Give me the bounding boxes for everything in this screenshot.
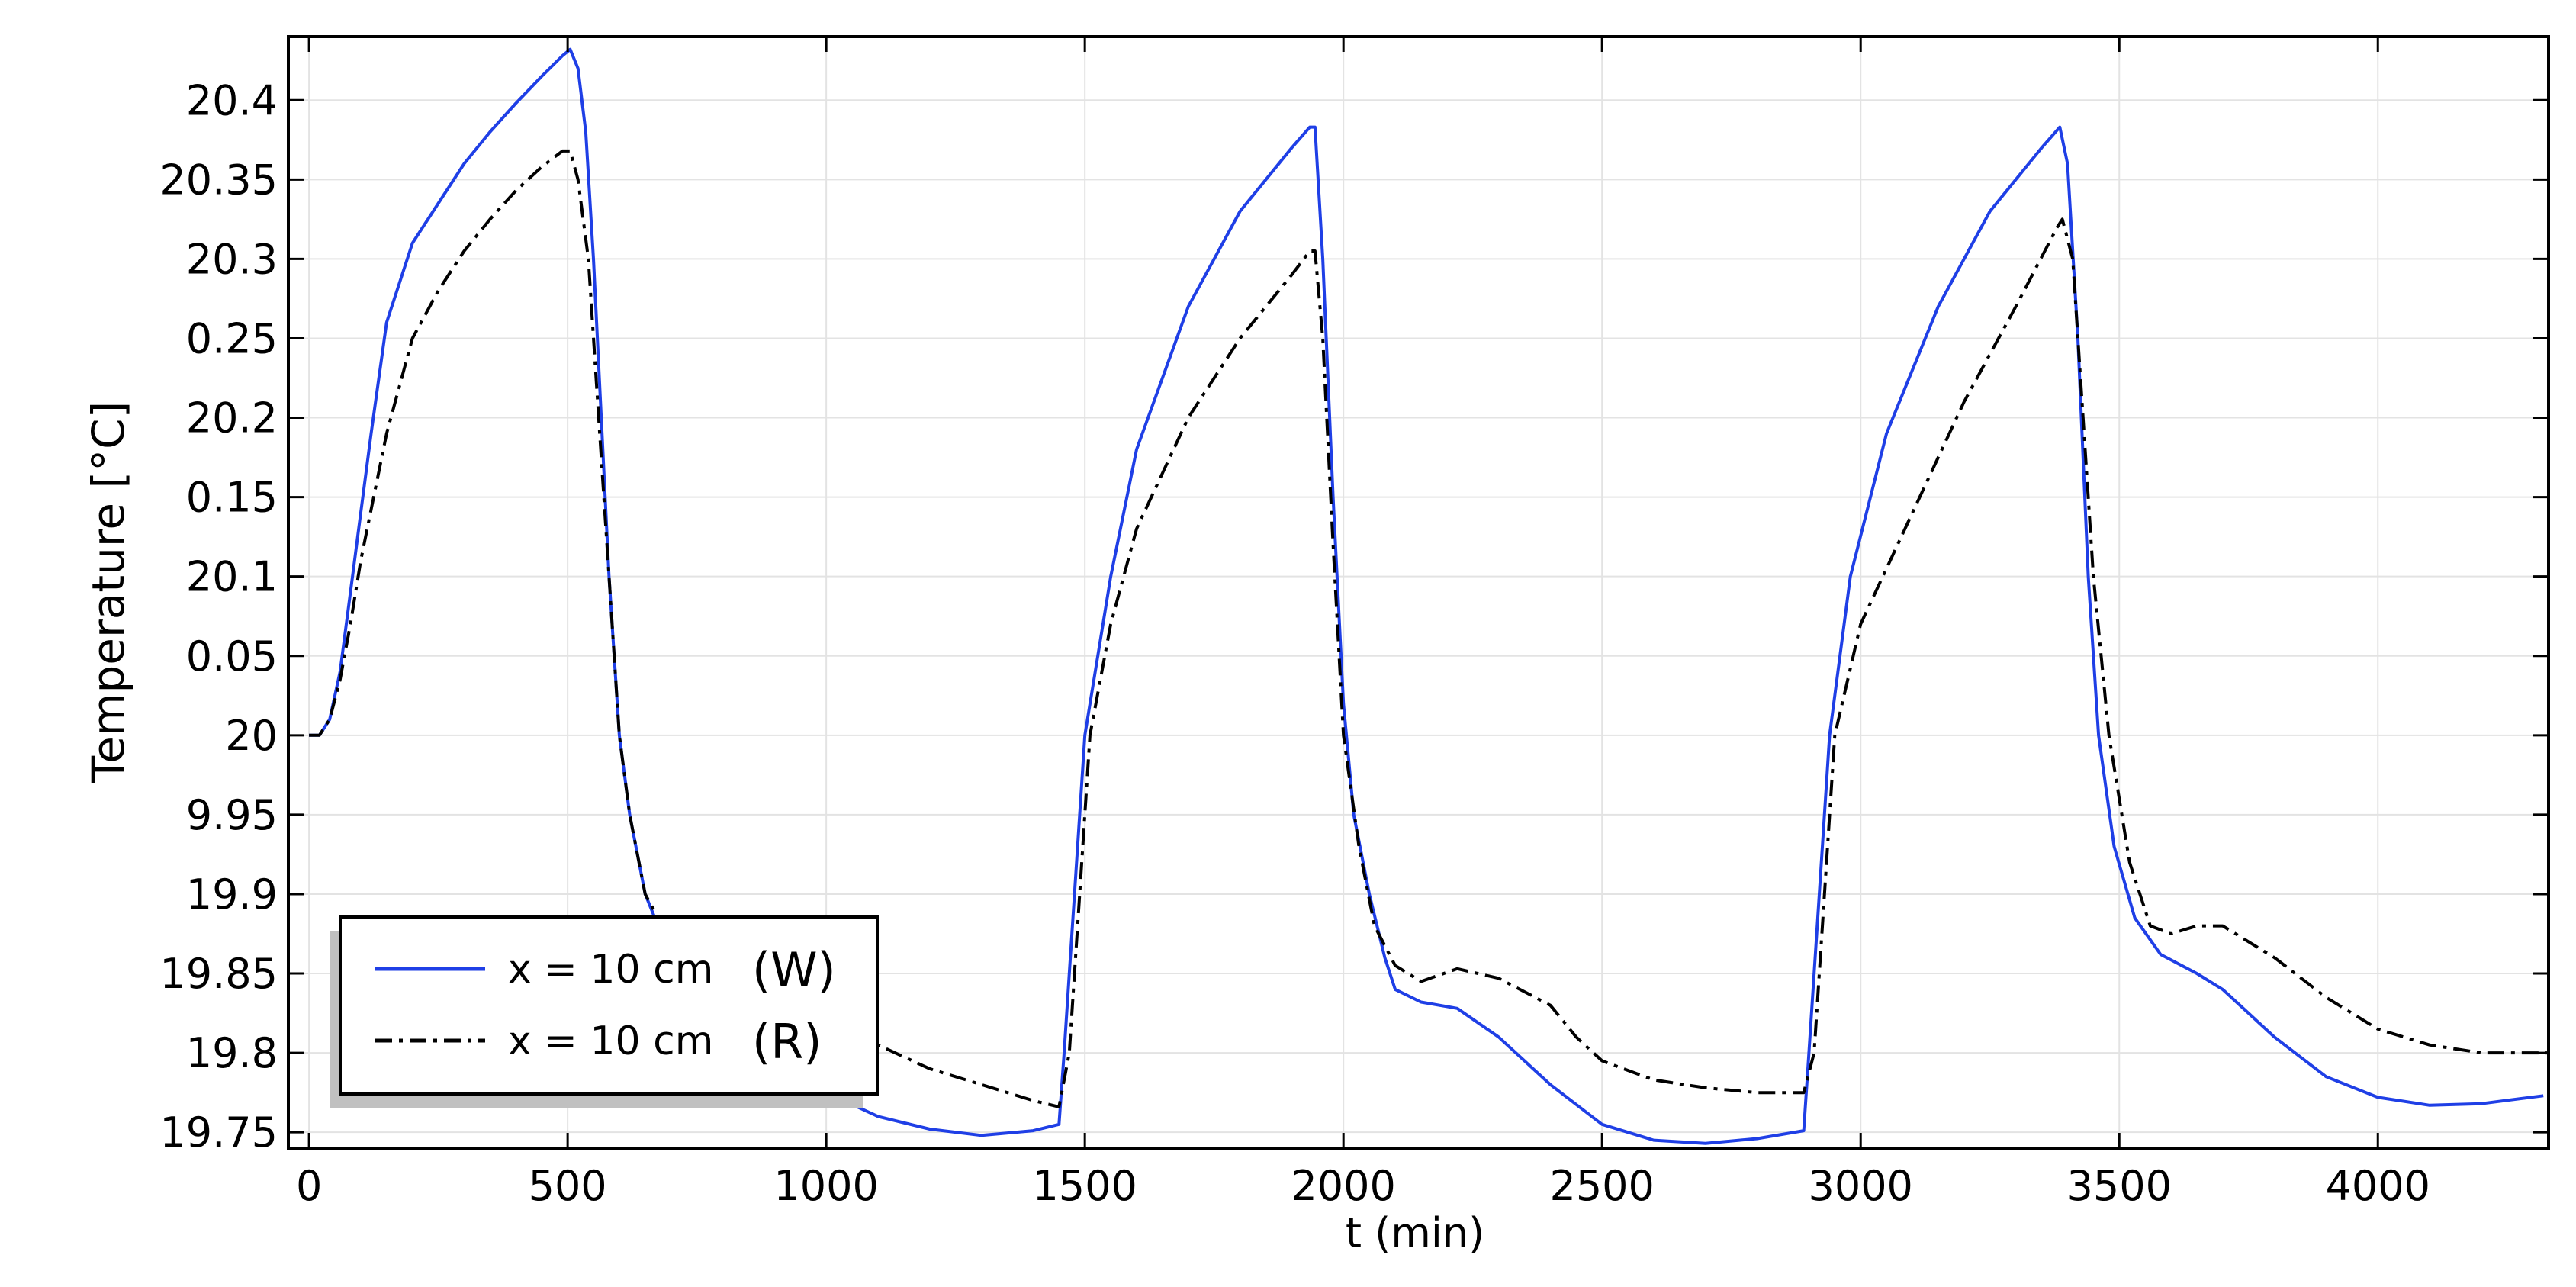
x-tick-label: 3500 <box>2067 1162 2172 1210</box>
x-tick-label: 0 <box>296 1162 322 1210</box>
legend: x = 10 cm (W) x = 10 cm (R) <box>330 915 879 1108</box>
x-tick-label: 4000 <box>2326 1162 2430 1210</box>
legend-box <box>339 915 879 1096</box>
x-tick-label: 1500 <box>1032 1162 1137 1210</box>
x-tick-labels: 0 500 1000 1500 2000 2500 3000 3500 4000 <box>296 1162 2430 1210</box>
legend-label-w: x = 10 cm <box>508 947 713 993</box>
legend-tag-w: (W) <box>752 942 836 998</box>
x-tick-label: 500 <box>529 1162 607 1210</box>
y-tick-label: 0.25 <box>186 314 278 362</box>
plot-frame <box>287 35 2550 1150</box>
y-tick-label: 19.9 <box>186 870 278 919</box>
y-tick-label: 20.1 <box>186 553 278 601</box>
series-line-r <box>309 149 2549 1108</box>
y-tick-label: 19.75 <box>159 1108 278 1157</box>
legend-label-r: x = 10 cm <box>508 1018 713 1064</box>
y-tick-label: 9.95 <box>186 791 278 839</box>
y-tick-label: 19.8 <box>186 1029 278 1077</box>
x-tick-label: 3000 <box>1808 1162 1912 1210</box>
series-line-w <box>309 47 2544 1145</box>
y-tick-label: 20.4 <box>186 76 278 124</box>
y-tick-label: 20.35 <box>159 156 278 204</box>
series-lines <box>309 47 2549 1145</box>
legend-tag-r: (R) <box>752 1014 822 1070</box>
y-axis-label: Temperature [°C] <box>82 401 134 784</box>
y-tick-label: 0.05 <box>186 632 278 681</box>
axis-ticks <box>288 37 2549 1148</box>
y-tick-label: 20 <box>225 712 278 760</box>
y-tick-label: 20.3 <box>186 235 278 283</box>
grid-lines <box>288 37 2549 1148</box>
y-tick-label: 19.85 <box>159 950 278 998</box>
y-tick-labels: 19.75 19.8 19.85 19.9 9.95 20 0.05 20.1 0.15 20.2… <box>159 76 278 1157</box>
x-tick-label: 1000 <box>773 1162 878 1210</box>
x-axis-label: t (min) <box>1346 1209 1484 1257</box>
y-tick-label: 20.2 <box>186 394 278 442</box>
x-tick-label: 2500 <box>1549 1162 1654 1210</box>
x-tick-label: 2000 <box>1291 1162 1395 1210</box>
y-tick-label: 0.15 <box>186 474 278 522</box>
